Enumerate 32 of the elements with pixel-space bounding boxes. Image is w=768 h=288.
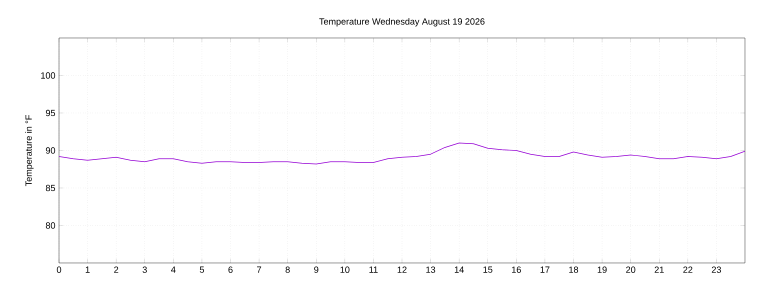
x-tick-label: 8 (286, 266, 290, 273)
y-tick-label: 80 (46, 222, 56, 229)
x-tick-label: 18 (569, 266, 578, 273)
x-tick-label: 7 (257, 266, 262, 273)
x-tick-label: 11 (369, 266, 378, 273)
x-tick-label: 17 (540, 266, 550, 273)
y-tick-label: 100 (41, 72, 56, 79)
x-tick-label: 6 (228, 266, 233, 273)
x-tick-label: 0 (56, 266, 62, 273)
x-tick-label: 22 (683, 266, 692, 273)
x-tick-label: 5 (200, 266, 204, 273)
x-tick-label: 19 (598, 266, 607, 273)
x-tick-label: 4 (171, 266, 176, 273)
y-axis-title: Temperature in °F (25, 115, 34, 186)
x-tick-label: 20 (626, 266, 636, 273)
x-tick-label: 12 (398, 266, 407, 273)
x-tick-label: 21 (654, 266, 664, 273)
x-tick-label: 10 (340, 266, 350, 273)
line-series (59, 142, 745, 164)
x-tick-label: 13 (426, 266, 436, 273)
y-tick-label: 95 (46, 110, 56, 116)
x-tick-label: 9 (314, 266, 318, 273)
chart-title: Temperature Wednesday August 19 2026 (319, 18, 485, 26)
y-tick-label: 85 (46, 184, 56, 192)
x-tick-label: 14 (454, 266, 464, 273)
x-tick-label: 16 (512, 266, 521, 273)
x-tick-label: 2 (114, 266, 118, 273)
x-tick-label: 23 (712, 266, 722, 273)
x-tick-label: 15 (483, 266, 492, 273)
x-tick-label: 1 (86, 266, 90, 273)
x-tick-label: 3 (142, 266, 147, 273)
y-tick-label: 90 (46, 147, 56, 154)
